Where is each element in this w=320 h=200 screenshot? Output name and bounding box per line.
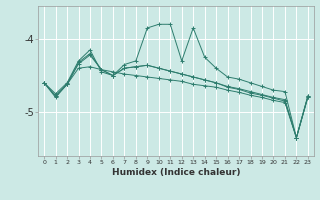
X-axis label: Humidex (Indice chaleur): Humidex (Indice chaleur): [112, 168, 240, 177]
